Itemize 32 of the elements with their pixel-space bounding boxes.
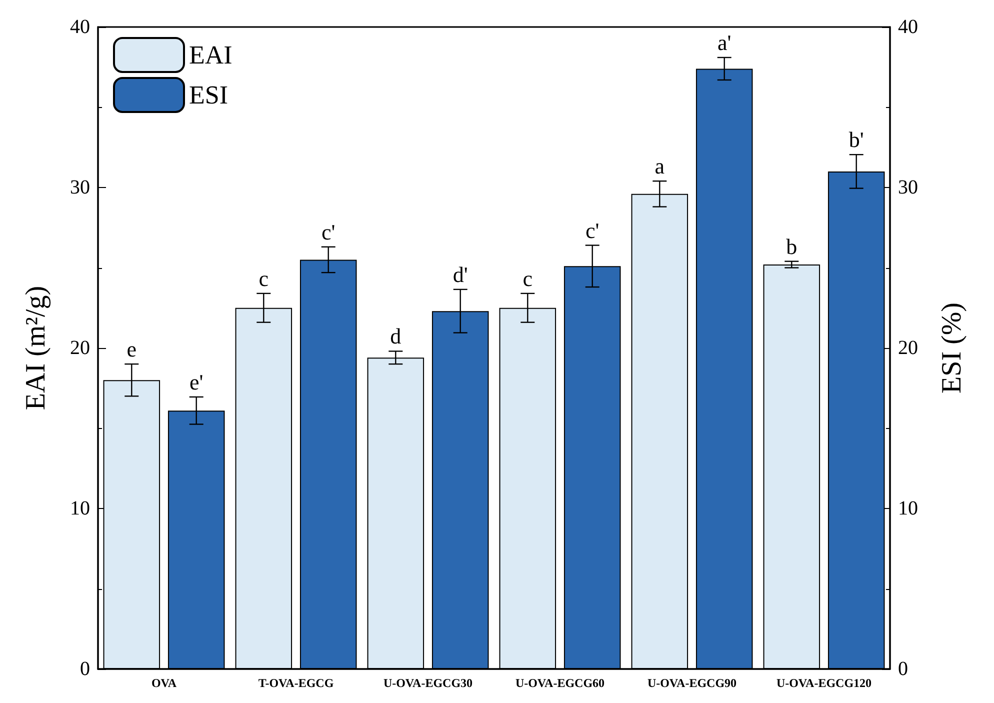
x-tick-label: T-OVA-EGCG (258, 676, 334, 690)
y-tick-label: 10 (70, 498, 90, 520)
annotation: e (126, 336, 137, 362)
annotation: d' (452, 262, 468, 287)
y-tick-label: 40 (70, 16, 90, 38)
legend-label: ESI (189, 80, 228, 110)
annotation: c' (585, 218, 600, 243)
y-tick-label: 20 (70, 337, 90, 359)
x-tick-label: U-OVA-EGCG120 (776, 676, 872, 690)
y2-tick-label: 30 (898, 176, 918, 198)
y2-tick-label: 0 (898, 658, 908, 680)
x-tick-label: U-OVA-EGCG30 (383, 676, 473, 690)
annotation: e' (189, 369, 204, 394)
y2-tick-label: 10 (898, 498, 918, 520)
y-tick-label: 0 (80, 658, 90, 680)
annotation: a (654, 154, 665, 179)
y2-axis-title: ESI (%) (936, 302, 968, 394)
x-tick-label: OVA (151, 676, 177, 690)
legend-label: EAI (189, 40, 232, 70)
annotation: c (522, 266, 533, 291)
annotation: c (258, 266, 269, 291)
y2-tick-label: 40 (898, 16, 918, 38)
y-tick-label: 30 (70, 176, 90, 198)
annotation: a' (717, 30, 732, 55)
x-tick-label: U-OVA-EGCG90 (647, 676, 737, 690)
annotation: b' (848, 127, 864, 152)
annotation: b (786, 234, 798, 259)
annotation: d (390, 324, 402, 349)
annotation: c' (321, 219, 336, 244)
x-tick-label: U-OVA-EGCG60 (515, 676, 605, 690)
y2-tick-label: 20 (898, 337, 918, 359)
y-axis-title: EAI (m²/g) (20, 286, 52, 410)
